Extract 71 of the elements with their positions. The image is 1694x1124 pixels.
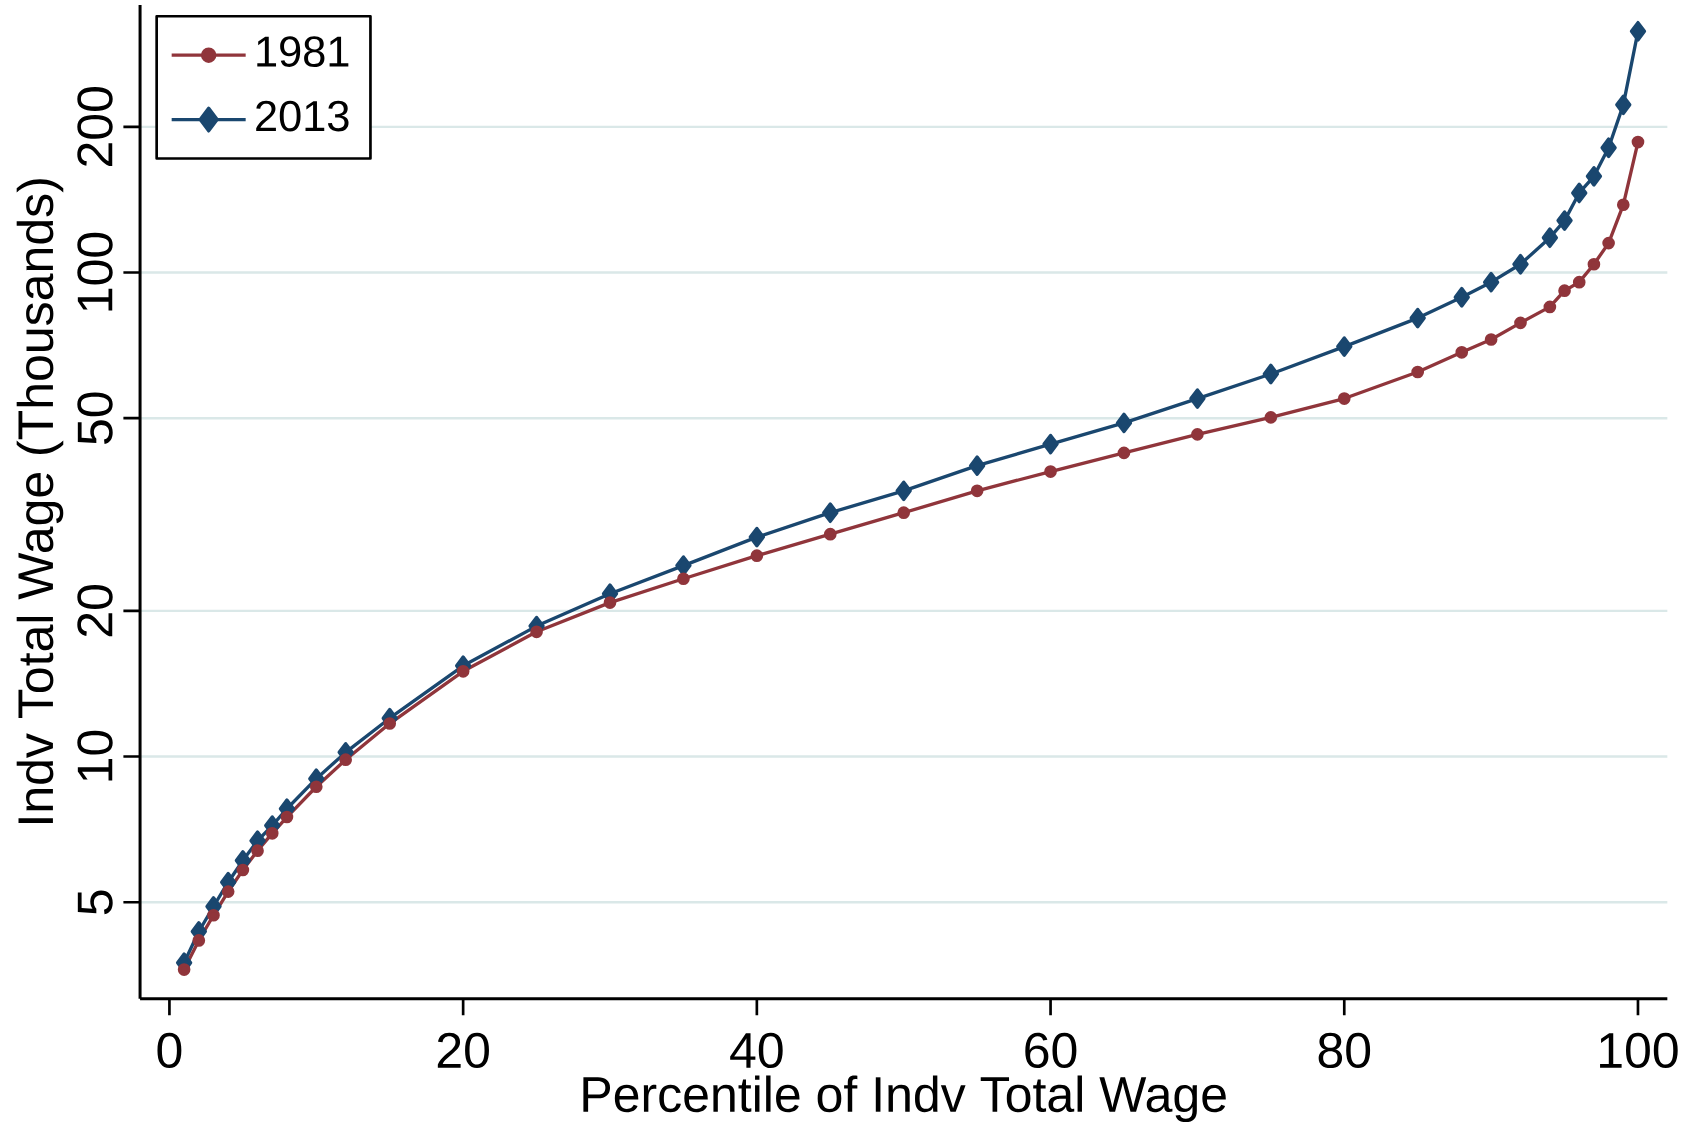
point [1514, 316, 1527, 330]
point [970, 484, 984, 498]
point [1556, 210, 1573, 232]
point [207, 909, 220, 922]
point [677, 572, 690, 586]
point [1600, 137, 1617, 159]
x-tick-label: 40 [730, 1032, 783, 1069]
point [456, 665, 470, 678]
point [1541, 227, 1559, 249]
y-tick-label: 50 [77, 392, 113, 445]
point [1558, 284, 1571, 298]
y-tick-label: 20 [77, 585, 113, 637]
point [1455, 346, 1469, 359]
point [1262, 363, 1280, 385]
point [236, 863, 250, 877]
point [309, 780, 323, 794]
x-tick-label: 100 [1600, 1032, 1678, 1069]
point [1042, 433, 1059, 455]
y-axis-title: Indv Total Wage (Thousands) [16, 179, 64, 824]
point [1409, 307, 1426, 329]
point [750, 549, 764, 563]
point [1571, 182, 1588, 204]
point [603, 596, 617, 610]
point [177, 963, 191, 977]
point [1629, 21, 1647, 42]
point [968, 455, 986, 477]
point [530, 625, 543, 639]
point [1631, 135, 1645, 149]
point [383, 717, 397, 730]
legend-label: 1981 [257, 36, 349, 68]
point [1336, 336, 1353, 358]
point [1543, 300, 1557, 314]
point [1482, 271, 1500, 293]
point [822, 502, 839, 524]
point [897, 506, 911, 520]
point [748, 526, 766, 548]
x-tick-label: 60 [1025, 1032, 1077, 1069]
y-tick-label: 10 [77, 730, 113, 781]
y-tick-label: 100 [77, 232, 113, 311]
point [1411, 365, 1425, 379]
point [1117, 446, 1131, 460]
point [895, 480, 912, 502]
y-tick-label: 5 [77, 890, 113, 915]
point [1587, 258, 1601, 271]
x-tick-label: 0 [157, 1032, 182, 1069]
point [1615, 94, 1632, 116]
x-axis-title: Percentile of Indv Total Wage [583, 1075, 1226, 1123]
point [1191, 428, 1204, 441]
point [1512, 254, 1529, 275]
point [251, 844, 264, 858]
point [1189, 388, 1206, 409]
point [265, 827, 279, 840]
point [280, 810, 294, 824]
point [1264, 411, 1278, 424]
point [339, 753, 352, 767]
point [192, 934, 206, 947]
point [1337, 392, 1351, 405]
point [1115, 412, 1133, 434]
point [823, 527, 837, 541]
y-tick-label: 200 [77, 87, 113, 167]
x-tick-label: 20 [437, 1032, 489, 1069]
point [1044, 465, 1057, 479]
x-tick-label: 80 [1318, 1032, 1371, 1069]
point [1453, 287, 1470, 308]
point [1585, 166, 1603, 187]
point [1616, 198, 1630, 212]
point [1602, 236, 1615, 250]
point [1572, 275, 1586, 289]
point [1484, 333, 1498, 346]
point [221, 885, 235, 899]
legend-label: 2013 [256, 100, 349, 132]
